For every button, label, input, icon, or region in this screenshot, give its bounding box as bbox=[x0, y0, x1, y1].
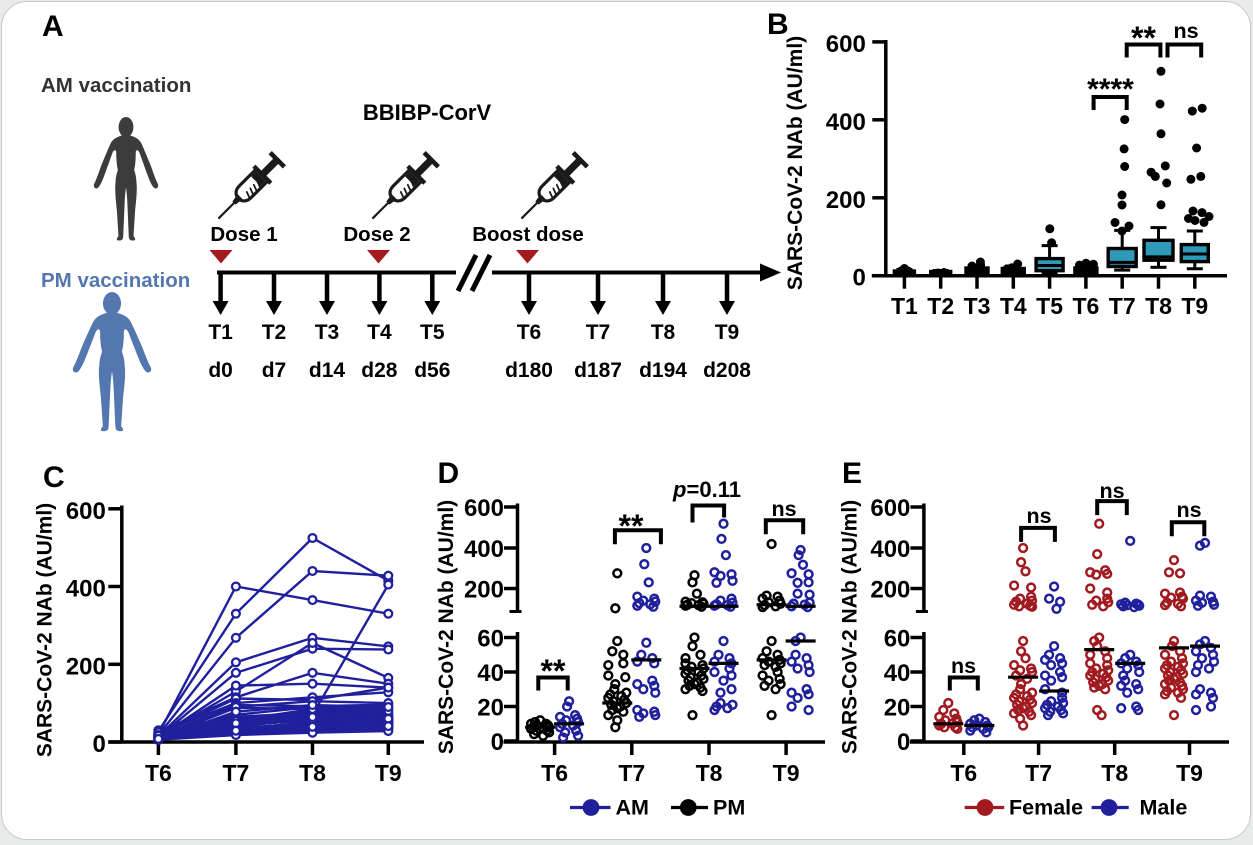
svg-text:T8: T8 bbox=[1145, 293, 1172, 319]
svg-text:BBIBP-CorV: BBIBP-CorV bbox=[363, 100, 492, 125]
svg-text:d14: d14 bbox=[309, 359, 346, 382]
svg-text:T6: T6 bbox=[1072, 293, 1099, 319]
svg-text:T1: T1 bbox=[891, 293, 918, 319]
svg-text:SARS-CoV-2 NAb (AU/ml): SARS-CoV-2 NAb (AU/ml) bbox=[34, 503, 57, 757]
svg-text:T7: T7 bbox=[1109, 293, 1136, 319]
svg-text:Male: Male bbox=[1140, 796, 1188, 820]
svg-text:d0: d0 bbox=[208, 359, 233, 382]
svg-text:T8: T8 bbox=[696, 760, 723, 786]
svg-text:T7: T7 bbox=[222, 760, 249, 786]
svg-text:0: 0 bbox=[897, 729, 910, 756]
svg-text:d180: d180 bbox=[505, 359, 553, 382]
svg-text:T4: T4 bbox=[367, 321, 392, 344]
svg-text:p=0.11: p=0.11 bbox=[672, 477, 741, 502]
svg-text:40: 40 bbox=[884, 660, 911, 687]
svg-text:T6: T6 bbox=[517, 321, 542, 344]
svg-text:C: C bbox=[43, 461, 65, 494]
svg-text:600: 600 bbox=[66, 498, 106, 525]
svg-text:400: 400 bbox=[464, 536, 504, 563]
svg-text:d208: d208 bbox=[703, 359, 751, 382]
svg-text:****: **** bbox=[1087, 73, 1134, 106]
svg-text:**: ** bbox=[541, 653, 566, 689]
svg-text:Female: Female bbox=[1009, 796, 1083, 820]
svg-text:0: 0 bbox=[852, 265, 865, 292]
svg-text:T9: T9 bbox=[715, 321, 740, 344]
svg-text:ns: ns bbox=[1099, 479, 1124, 503]
svg-text:T7: T7 bbox=[1025, 760, 1052, 786]
svg-text:600: 600 bbox=[826, 31, 866, 58]
svg-text:d56: d56 bbox=[414, 359, 450, 382]
svg-text:T6: T6 bbox=[950, 760, 977, 786]
svg-text:400: 400 bbox=[826, 109, 866, 136]
svg-text:PM vaccination: PM vaccination bbox=[41, 269, 190, 292]
svg-text:SARS-CoV-2 NAb (AU/ml): SARS-CoV-2 NAb (AU/ml) bbox=[435, 500, 458, 754]
svg-text:ns: ns bbox=[1173, 19, 1198, 43]
svg-text:SARS-CoV-2 NAb (AU/ml): SARS-CoV-2 NAb (AU/ml) bbox=[784, 36, 807, 290]
svg-text:T9: T9 bbox=[773, 760, 800, 786]
svg-text:Dose 2: Dose 2 bbox=[343, 223, 410, 246]
svg-text:B: B bbox=[767, 8, 789, 41]
svg-text:T3: T3 bbox=[315, 321, 340, 344]
svg-text:T8: T8 bbox=[651, 321, 676, 344]
svg-text:T7: T7 bbox=[586, 321, 611, 344]
svg-text:PM: PM bbox=[713, 796, 745, 820]
svg-text:200: 200 bbox=[870, 577, 910, 604]
svg-text:400: 400 bbox=[870, 536, 910, 563]
svg-text:ns: ns bbox=[771, 497, 796, 521]
svg-text:T9: T9 bbox=[1181, 293, 1208, 319]
svg-text:d194: d194 bbox=[639, 359, 687, 382]
svg-text:T9: T9 bbox=[1176, 760, 1203, 786]
svg-text:T8: T8 bbox=[299, 760, 326, 786]
svg-text:d7: d7 bbox=[262, 359, 287, 382]
svg-text:T5: T5 bbox=[420, 321, 445, 344]
svg-text:T8: T8 bbox=[1101, 760, 1128, 786]
svg-text:40: 40 bbox=[477, 660, 504, 687]
svg-text:T6: T6 bbox=[145, 760, 172, 786]
svg-text:**: ** bbox=[1131, 20, 1156, 56]
svg-text:T3: T3 bbox=[964, 293, 991, 319]
svg-text:A: A bbox=[42, 10, 64, 43]
svg-text:T1: T1 bbox=[208, 321, 233, 344]
svg-text:60: 60 bbox=[477, 626, 504, 653]
svg-text:400: 400 bbox=[66, 576, 106, 603]
svg-text:ns: ns bbox=[1026, 504, 1051, 528]
svg-text:0: 0 bbox=[92, 731, 105, 758]
svg-text:ns: ns bbox=[951, 654, 976, 678]
svg-text:**: ** bbox=[619, 508, 644, 544]
svg-text:T2: T2 bbox=[927, 293, 954, 319]
svg-text:T7: T7 bbox=[618, 760, 645, 786]
svg-text:0: 0 bbox=[491, 729, 504, 756]
svg-text:600: 600 bbox=[464, 495, 504, 522]
svg-text:Boost dose: Boost dose bbox=[472, 223, 584, 246]
svg-text:AM vaccination: AM vaccination bbox=[41, 74, 191, 97]
svg-text:20: 20 bbox=[884, 695, 911, 722]
svg-text:200: 200 bbox=[66, 653, 106, 680]
svg-text:d28: d28 bbox=[361, 359, 398, 382]
svg-text:60: 60 bbox=[884, 626, 911, 653]
svg-text:Dose 1: Dose 1 bbox=[210, 223, 277, 246]
svg-text:SARS-CoV-2 NAb (AU/ml): SARS-CoV-2 NAb (AU/ml) bbox=[839, 500, 862, 754]
svg-text:T2: T2 bbox=[262, 321, 287, 344]
svg-text:200: 200 bbox=[464, 577, 504, 604]
svg-text:E: E bbox=[842, 457, 862, 490]
svg-text:AM: AM bbox=[616, 796, 649, 820]
svg-text:200: 200 bbox=[826, 187, 866, 214]
svg-text:T5: T5 bbox=[1036, 293, 1063, 319]
svg-text:ns: ns bbox=[1176, 498, 1201, 522]
svg-text:20: 20 bbox=[477, 695, 504, 722]
svg-text:D: D bbox=[438, 457, 460, 490]
svg-text:600: 600 bbox=[870, 495, 910, 522]
svg-text:d187: d187 bbox=[574, 359, 622, 382]
svg-text:T6: T6 bbox=[541, 760, 568, 786]
svg-text:T9: T9 bbox=[375, 760, 402, 786]
svg-text:T4: T4 bbox=[1000, 293, 1027, 319]
